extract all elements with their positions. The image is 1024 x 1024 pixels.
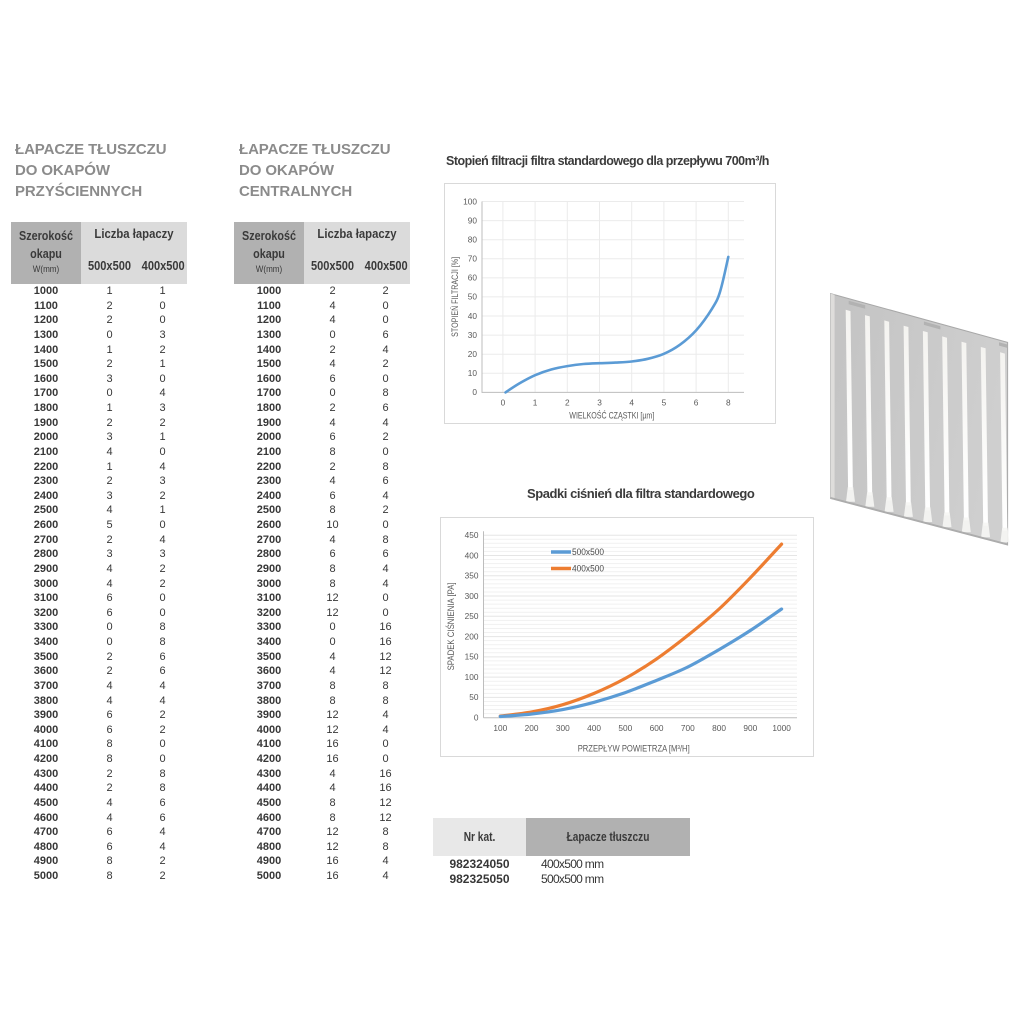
- svg-text:250: 250: [465, 611, 479, 621]
- svg-text:70: 70: [468, 254, 478, 264]
- svg-text:30: 30: [468, 330, 478, 340]
- svg-text:400: 400: [465, 550, 479, 560]
- svg-text:400x500: 400x500: [572, 564, 604, 574]
- svg-text:2: 2: [565, 397, 570, 407]
- svg-text:0: 0: [474, 713, 479, 723]
- svg-text:1000: 1000: [772, 723, 791, 733]
- svg-text:90: 90: [468, 215, 478, 225]
- svg-text:50: 50: [468, 292, 478, 302]
- svg-text:300: 300: [556, 723, 570, 733]
- svg-text:WIELKOŚĆ CZĄSTKI [µm]: WIELKOŚĆ CZĄSTKI [µm]: [569, 410, 654, 421]
- svg-text:10: 10: [468, 368, 478, 378]
- svg-text:8: 8: [726, 397, 731, 407]
- svg-text:100: 100: [493, 723, 507, 733]
- svg-text:0: 0: [472, 387, 477, 397]
- svg-text:800: 800: [712, 723, 726, 733]
- svg-text:50: 50: [469, 692, 479, 702]
- svg-text:60: 60: [468, 273, 478, 283]
- svg-text:400: 400: [587, 723, 601, 733]
- svg-text:500: 500: [618, 723, 632, 733]
- svg-text:450: 450: [465, 530, 479, 540]
- svg-text:40: 40: [468, 311, 478, 321]
- svg-text:6: 6: [694, 397, 699, 407]
- svg-text:900: 900: [743, 723, 757, 733]
- svg-text:0: 0: [501, 397, 506, 407]
- svg-text:200: 200: [525, 723, 539, 733]
- svg-text:350: 350: [465, 571, 479, 581]
- svg-text:500x500: 500x500: [572, 547, 604, 557]
- svg-text:150: 150: [465, 652, 479, 662]
- svg-text:600: 600: [650, 723, 664, 733]
- svg-text:100: 100: [465, 672, 479, 682]
- svg-text:1: 1: [533, 397, 538, 407]
- svg-text:5: 5: [662, 397, 667, 407]
- svg-text:700: 700: [681, 723, 695, 733]
- svg-text:100: 100: [463, 196, 477, 206]
- svg-text:80: 80: [468, 235, 478, 245]
- svg-text:3: 3: [597, 397, 602, 407]
- svg-text:200: 200: [465, 631, 479, 641]
- svg-text:300: 300: [465, 591, 479, 601]
- svg-text:PRZEPŁYW POWIETRZA [M³/H]: PRZEPŁYW POWIETRZA [M³/H]: [578, 744, 690, 754]
- svg-text:STOPIEŃ FILTRACJI [%]: STOPIEŃ FILTRACJI [%]: [450, 257, 460, 337]
- svg-text:4: 4: [629, 397, 634, 407]
- svg-text:20: 20: [468, 349, 478, 359]
- svg-text:SPADEK CIŚNIENIA [PA]: SPADEK CIŚNIENIA [PA]: [445, 582, 456, 670]
